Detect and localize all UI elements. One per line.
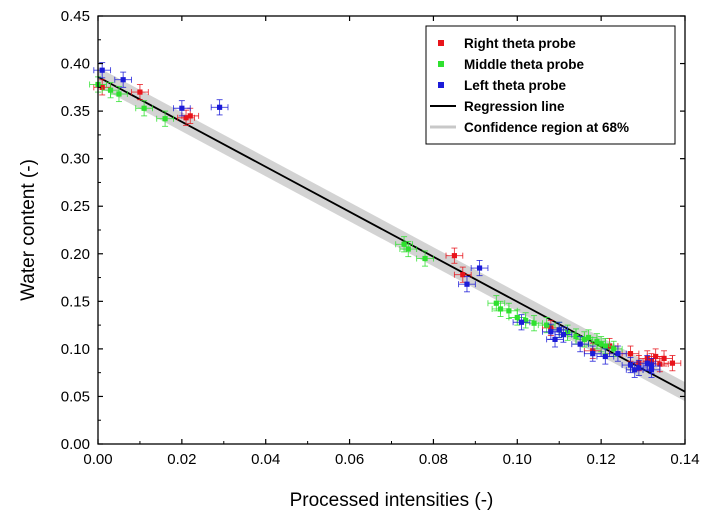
left-theta-probe-point — [470, 259, 489, 277]
middle-theta-probe-point — [537, 317, 556, 334]
legend-swatch — [438, 61, 444, 67]
x-axis-title: Processed intensities (-) — [290, 490, 494, 511]
right-theta-probe-point — [131, 84, 149, 101]
y-tick-label: 0.25 — [61, 198, 90, 215]
x-tick-label: 0.10 — [503, 451, 532, 468]
left-theta-probe-point — [210, 99, 229, 116]
x-tick-label: 0.08 — [419, 451, 448, 468]
legend-box — [425, 25, 676, 145]
axes: 0.00 0.02 0.04 0.06 0.08 0.10 0.12 0.14 0.00 0.05… — [61, 8, 700, 468]
legend-label: Middle theta probe — [464, 57, 584, 72]
middle-theta-probe-point — [416, 250, 434, 267]
left-theta-probe-point — [550, 321, 569, 338]
legend-swatch — [438, 40, 444, 46]
left-theta-probe-point — [173, 100, 191, 117]
y-tick-label: 0.00 — [61, 436, 90, 453]
legend-item-confidence-region-at-68-: Confidence region at 68% — [430, 120, 629, 135]
y-tick-label: 0.30 — [61, 151, 90, 168]
legend: Right theta probe Middle theta probe Left … — [425, 25, 676, 145]
left-theta-probe-point — [609, 345, 627, 362]
left-theta-probe-point — [642, 361, 661, 378]
y-tick-label: 0.10 — [61, 341, 90, 358]
left-theta-probe-point — [583, 345, 602, 362]
middle-theta-probe-point — [110, 85, 128, 103]
legend-item-right-theta-probe: Right theta probe — [438, 36, 576, 51]
left-theta-probe-point — [114, 71, 132, 88]
middle-theta-probe-point — [487, 295, 506, 312]
x-tick-label: 0.04 — [251, 451, 280, 468]
legend-item-left-theta-probe: Left theta probe — [438, 78, 566, 93]
left-theta-probe-point — [458, 276, 476, 293]
right-theta-probe-point — [663, 355, 682, 372]
y-tick-label: 0.35 — [61, 103, 90, 120]
left-theta-probe-point — [554, 326, 573, 343]
y-axis-title: Water content (-) — [18, 159, 39, 301]
legend-label: Right theta probe — [464, 36, 576, 51]
middle-theta-probe-point — [500, 302, 518, 319]
x-tick-label: 0.06 — [335, 451, 364, 468]
legend-label: Confidence region at 68% — [464, 120, 629, 135]
legend-label: Left theta probe — [464, 78, 566, 93]
legend-item-middle-theta-probe: Middle theta probe — [438, 57, 584, 72]
middle-theta-probe-point — [135, 100, 153, 117]
right-theta-probe-point — [445, 247, 464, 264]
legend-label: Regression line — [464, 99, 565, 114]
middle-theta-probe-point — [399, 240, 418, 258]
middle-theta-probe-point — [156, 110, 174, 127]
legend-item-regression-line: Regression line — [430, 99, 565, 114]
y-tick-label: 0.45 — [61, 8, 90, 25]
left-theta-probe-point — [512, 314, 531, 331]
left-theta-probe-point — [638, 355, 657, 372]
y-tick-label: 0.20 — [61, 246, 90, 263]
y-tick-label: 0.40 — [61, 56, 90, 73]
x-tick-label: 0.14 — [670, 451, 699, 468]
legend-swatch — [438, 82, 444, 88]
y-tick-label: 0.05 — [61, 388, 90, 405]
left-theta-probe-point — [93, 62, 112, 79]
x-tick-label: 0.12 — [587, 451, 616, 468]
y-tick-label: 0.15 — [61, 293, 90, 310]
data-points-layer — [89, 62, 682, 378]
x-tick-label: 0.02 — [167, 451, 196, 468]
left-theta-probe-point — [596, 348, 615, 365]
left-theta-probe-point — [571, 336, 590, 353]
x-tick-label: 0.00 — [83, 451, 112, 468]
